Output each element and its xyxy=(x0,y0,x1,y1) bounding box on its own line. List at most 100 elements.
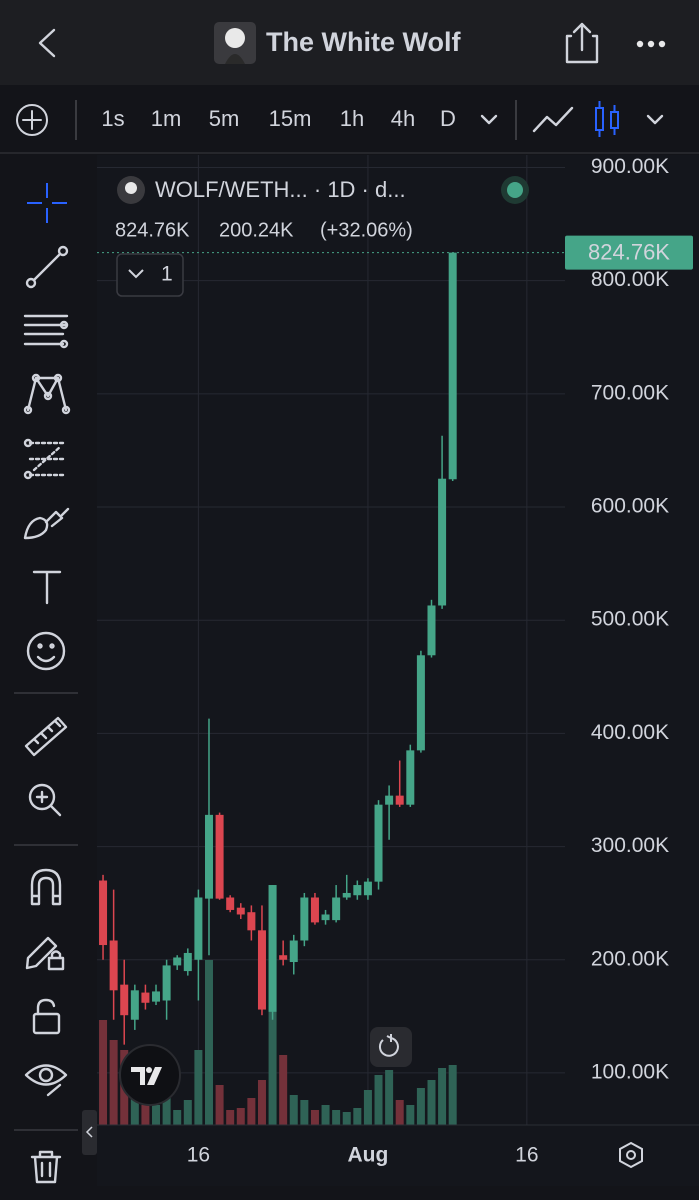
volume-bar xyxy=(353,1108,362,1125)
brush-tool[interactable] xyxy=(23,507,70,540)
reset-button[interactable] xyxy=(370,1027,412,1067)
candle-body xyxy=(395,795,404,805)
chart-area xyxy=(97,155,699,1200)
settings-button[interactable] xyxy=(619,1141,643,1169)
indicator-toggle[interactable] xyxy=(116,253,184,297)
trend-line-tool[interactable] xyxy=(25,245,69,289)
candle-body xyxy=(141,992,150,1003)
volume-bar xyxy=(194,1050,203,1125)
volume-bar xyxy=(162,1095,171,1125)
candle-body xyxy=(194,897,203,960)
tradingview-mark xyxy=(131,1067,162,1085)
candle-body xyxy=(109,940,118,991)
timeframe[interactable]: 1s xyxy=(101,106,124,131)
candle-chart-button[interactable] xyxy=(595,101,619,137)
share-button[interactable] xyxy=(565,22,599,64)
lock-tool[interactable] xyxy=(32,998,61,1035)
avatar-body xyxy=(225,54,245,64)
volume-bar xyxy=(226,1110,235,1125)
volume-bar xyxy=(279,1055,288,1125)
volume-bar xyxy=(310,1110,319,1125)
volume-bar xyxy=(448,1065,457,1125)
candle-body xyxy=(332,897,341,921)
collapse-toolbar[interactable] xyxy=(82,1110,97,1155)
timeframe[interactable]: 4h xyxy=(391,106,415,131)
volume-bar xyxy=(385,1070,394,1125)
lock-drawings-tool[interactable] xyxy=(25,936,65,971)
candle-body xyxy=(120,984,129,1016)
text-tool[interactable] xyxy=(32,570,62,605)
zoom-tool[interactable] xyxy=(28,783,62,817)
volume-bar xyxy=(99,1020,108,1125)
chart-type-menu[interactable] xyxy=(646,114,664,125)
crosshair-tool[interactable] xyxy=(27,183,67,223)
volume-bar xyxy=(247,1098,256,1125)
candle-body xyxy=(152,991,161,1002)
volume-bar xyxy=(438,1068,447,1125)
emoji-tool[interactable] xyxy=(26,631,66,671)
candle-body xyxy=(130,990,139,1020)
magnet-tool[interactable] xyxy=(30,868,62,906)
candle-body xyxy=(416,655,425,751)
candle-body xyxy=(300,897,309,941)
y-tick-label: 200.00K xyxy=(591,947,669,970)
volume-bar xyxy=(215,1085,224,1125)
candle-body xyxy=(321,914,330,921)
volume-bar xyxy=(257,1080,266,1125)
candle-body xyxy=(353,885,362,896)
header-title: The White Wolf xyxy=(266,27,461,57)
candle-body xyxy=(99,880,108,946)
y-tick-label: 600.00K xyxy=(591,495,669,518)
pattern-tool[interactable] xyxy=(23,373,71,415)
horizontal-lines-tool[interactable] xyxy=(23,314,69,349)
line-chart-button[interactable] xyxy=(532,106,574,133)
candle-body xyxy=(289,940,298,963)
timeframe[interactable]: D xyxy=(440,106,456,131)
legend-change-pct: (+32.06%) xyxy=(320,219,413,241)
indicator-count: 1 xyxy=(161,263,173,286)
y-tick-label: 300.00K xyxy=(591,834,669,857)
visibility-tool[interactable] xyxy=(24,1064,68,1097)
add-button[interactable] xyxy=(16,104,48,136)
candle-body xyxy=(279,955,288,960)
candle-body xyxy=(363,881,372,896)
volume-bar xyxy=(289,1095,298,1125)
volume-bar xyxy=(204,960,213,1125)
y-tick-label: 700.00K xyxy=(591,381,669,404)
back-button[interactable] xyxy=(38,28,56,58)
last-price-label: 824.76K xyxy=(588,239,670,264)
y-tick-label: 800.00K xyxy=(591,268,669,291)
candle-body xyxy=(374,804,383,882)
volume-bar xyxy=(173,1110,182,1125)
candle-body xyxy=(173,957,182,966)
delete-tool[interactable] xyxy=(30,1150,62,1184)
candle-body xyxy=(226,897,235,910)
candle-body xyxy=(215,814,224,899)
timeframe-menu[interactable] xyxy=(480,114,498,125)
timeframe[interactable]: 5m xyxy=(209,106,240,131)
candle-body xyxy=(438,478,447,606)
candle-body xyxy=(257,930,266,1010)
candle-body xyxy=(406,750,415,805)
avatar-wolf xyxy=(225,28,245,48)
legend-symbol: WOLF/WETH... · 1D · d... xyxy=(155,177,406,202)
more-button[interactable] xyxy=(636,40,666,48)
volume-bar xyxy=(342,1112,351,1125)
candle-body xyxy=(183,952,192,972)
timeframe[interactable]: 1h xyxy=(340,106,364,131)
volume-bar xyxy=(395,1100,404,1125)
timeframe[interactable]: 1m xyxy=(151,106,182,131)
symbol-avatar-wolf xyxy=(125,182,137,194)
timeframes: 1s 1m 5m 15m 1h 4h D xyxy=(101,106,456,131)
timeframe[interactable]: 15m xyxy=(269,106,312,131)
volume-bar xyxy=(109,1040,118,1125)
candle-body xyxy=(204,814,213,899)
fib-tool[interactable] xyxy=(23,438,67,480)
tradingview-logo[interactable] xyxy=(119,1044,181,1106)
candle-body xyxy=(247,912,256,931)
ruler-tool[interactable] xyxy=(24,716,68,757)
settings-center xyxy=(626,1150,636,1160)
candle-body xyxy=(310,897,319,923)
candle-body xyxy=(385,795,394,805)
x-tick-label: 16 xyxy=(515,1144,538,1167)
